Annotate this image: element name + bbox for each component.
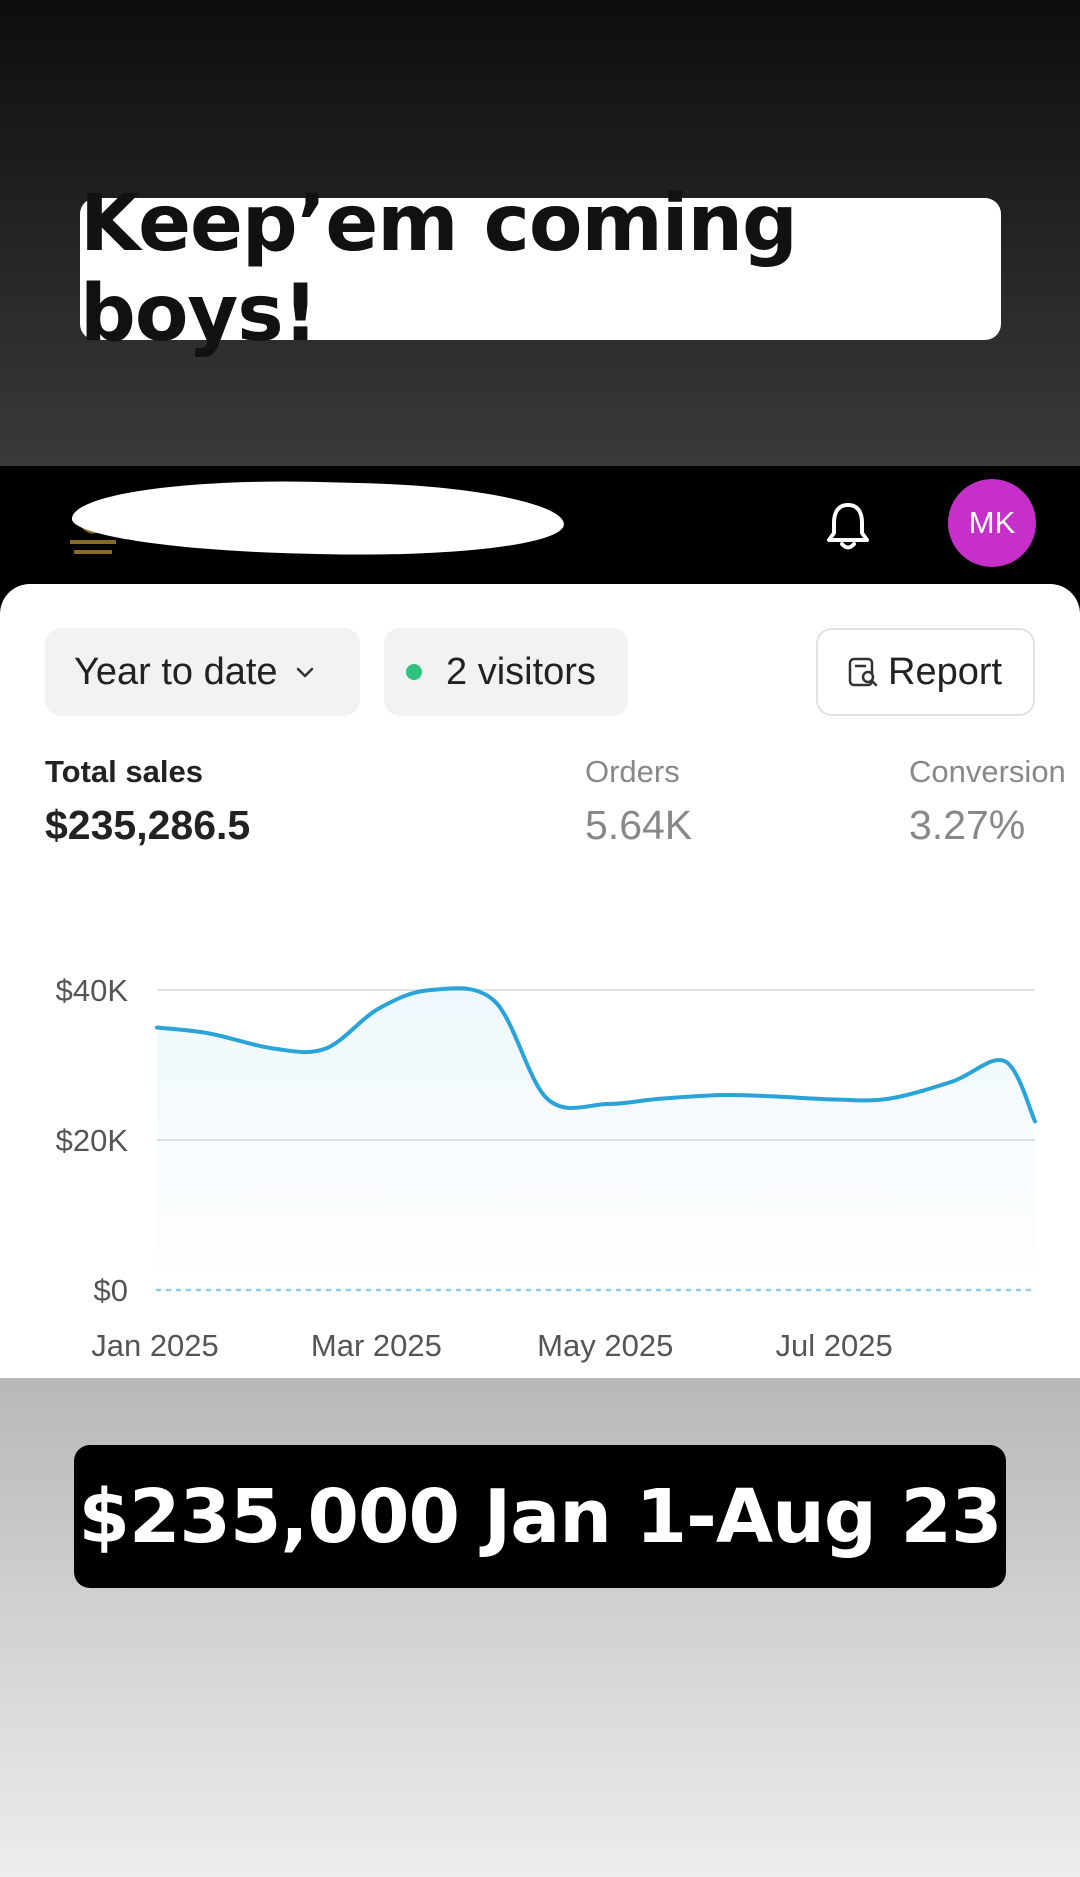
x-tick-label: Jul 2025 (776, 1328, 893, 1363)
y-tick-label: $0 (94, 1273, 128, 1308)
date-range-label: Year to date (74, 650, 278, 693)
analytics-card: Year to date 2 visitors Report Total sal… (0, 584, 1080, 1378)
metric-total-sales-value: $235,286.5 (45, 802, 251, 848)
x-tick-label: May 2025 (537, 1328, 673, 1363)
sales-area-fill (157, 988, 1035, 1290)
x-tick-label: Jan 2025 (91, 1328, 219, 1363)
chevron-down-icon (296, 667, 313, 678)
metric-conversion-value: 3.27% (909, 802, 1026, 848)
report-label: Report (888, 650, 1003, 693)
metric-conversion-label: Conversion (909, 754, 1066, 789)
date-range-dropdown[interactable]: Year to date (45, 628, 360, 716)
report-button[interactable]: Report (816, 628, 1035, 716)
sales-chart: $0 $20K $40K Jan 2025 Mar 2025 May 2025 Jul 20… (56, 973, 1037, 1363)
y-tick-label: $40K (56, 973, 129, 1008)
sales-series-line (155, 986, 1037, 1124)
live-visitors-chip[interactable]: 2 visitors (384, 628, 628, 716)
story-caption-top: Keep’em coming boys! (80, 179, 1001, 359)
visitors-label: 2 visitors (446, 650, 596, 693)
report-icon (848, 657, 878, 687)
avatar[interactable]: MK (948, 479, 1036, 567)
x-tick-label: Mar 2025 (311, 1328, 442, 1363)
metric-total-sales-label: Total sales (45, 754, 203, 789)
y-tick-label: $20K (56, 1123, 129, 1158)
metric-orders-label: Orders (585, 754, 680, 789)
live-dot-icon (406, 664, 422, 680)
metric-orders-value: 5.64K (585, 802, 693, 848)
story-caption-bottom: $235,000 Jan 1-Aug 23 (74, 1445, 1006, 1588)
bell-icon[interactable] (818, 496, 878, 556)
